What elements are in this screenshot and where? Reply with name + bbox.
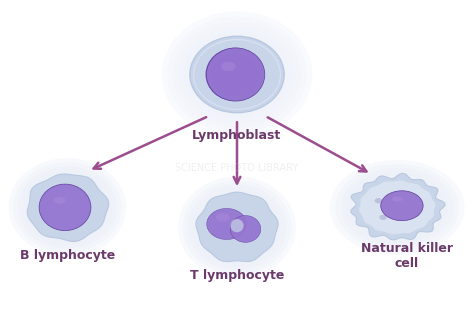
Text: T lymphocyte: T lymphocyte — [190, 269, 284, 282]
Polygon shape — [359, 181, 436, 234]
Polygon shape — [196, 192, 278, 262]
Ellipse shape — [178, 177, 296, 278]
Ellipse shape — [162, 11, 312, 138]
Text: SCIENCE PHOTO LIBRARY: SCIENCE PHOTO LIBRARY — [175, 162, 299, 173]
Text: B lymphocyte: B lymphocyte — [20, 249, 115, 262]
Ellipse shape — [18, 166, 117, 249]
Ellipse shape — [190, 36, 284, 113]
Ellipse shape — [381, 191, 423, 221]
Circle shape — [412, 211, 420, 217]
Ellipse shape — [173, 21, 301, 128]
Ellipse shape — [225, 66, 245, 83]
Ellipse shape — [13, 162, 121, 253]
Ellipse shape — [392, 196, 402, 202]
Ellipse shape — [192, 188, 282, 266]
Ellipse shape — [221, 62, 236, 71]
Ellipse shape — [9, 158, 126, 257]
Ellipse shape — [54, 197, 65, 204]
Ellipse shape — [206, 48, 265, 101]
Ellipse shape — [39, 184, 91, 230]
Ellipse shape — [205, 48, 264, 101]
Ellipse shape — [230, 70, 239, 79]
Ellipse shape — [184, 31, 290, 118]
Ellipse shape — [347, 172, 447, 243]
Ellipse shape — [230, 219, 244, 232]
Ellipse shape — [341, 168, 453, 247]
Ellipse shape — [207, 208, 246, 240]
Polygon shape — [27, 174, 109, 242]
Ellipse shape — [179, 26, 295, 123]
Circle shape — [374, 198, 382, 203]
Ellipse shape — [330, 160, 465, 255]
Ellipse shape — [167, 16, 307, 133]
Ellipse shape — [183, 181, 291, 274]
Ellipse shape — [210, 52, 259, 96]
Ellipse shape — [230, 215, 261, 243]
Ellipse shape — [220, 61, 249, 88]
Circle shape — [379, 215, 387, 220]
Ellipse shape — [188, 185, 286, 270]
Text: Natural killer
cell: Natural killer cell — [361, 242, 453, 270]
Ellipse shape — [215, 57, 254, 92]
Text: Lymphoblast: Lymphoblast — [192, 129, 282, 142]
Ellipse shape — [216, 213, 230, 221]
Ellipse shape — [336, 164, 459, 251]
Ellipse shape — [23, 170, 112, 245]
Polygon shape — [351, 173, 445, 240]
